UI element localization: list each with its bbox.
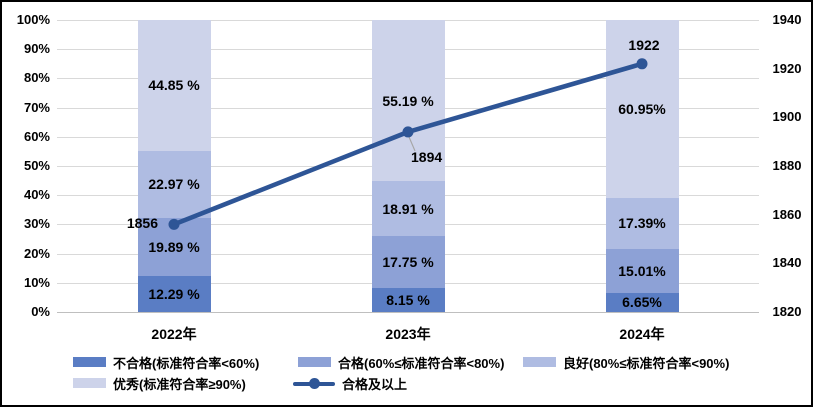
bar-segment: 18.91 % bbox=[371, 181, 445, 237]
right-axis-tick: 1860 bbox=[772, 206, 802, 222]
left-axis-tick: 10% bbox=[23, 274, 50, 290]
line-data-label: 1894 bbox=[411, 148, 443, 165]
bar-segment-label: 60.95% bbox=[618, 100, 666, 117]
right-axis-tick: 1940 bbox=[772, 12, 802, 27]
bar-segment-label: 44.85 % bbox=[148, 77, 200, 94]
bar-segment-label: 12.29 % bbox=[148, 286, 200, 303]
trend-line bbox=[171, 61, 645, 227]
legend-item: 优秀(标准符合率≥90%) bbox=[73, 375, 246, 392]
left-axis-tick: 60% bbox=[23, 128, 50, 144]
legend-item: 合格及以上 bbox=[293, 375, 408, 392]
bar-segment: 22.97 % bbox=[137, 150, 211, 219]
legend-color-swatch bbox=[73, 378, 106, 388]
left-axis-tick: 70% bbox=[23, 99, 50, 115]
bar-segment: 17.75 % bbox=[371, 236, 445, 289]
bar-segment-label: 6.65% bbox=[622, 294, 662, 311]
bar-segment-label: 8.15 % bbox=[386, 292, 430, 309]
bar-segment: 15.01% bbox=[605, 248, 679, 293]
bar-segment: 12.29 % bbox=[137, 276, 211, 312]
bar-segment: 17.39% bbox=[605, 197, 679, 249]
bar-segment-label: 17.75 % bbox=[382, 254, 434, 271]
legend-item: 合格(60%≤标准符合率<80%) bbox=[298, 354, 505, 371]
line-data-label: 1856 bbox=[126, 215, 158, 232]
legend-label: 合格及以上 bbox=[342, 376, 408, 392]
legend-marker-dot bbox=[309, 377, 320, 389]
bar-segment-label: 22.97 % bbox=[148, 176, 200, 193]
legend-item: 良好(80%≤标准符合率<90%) bbox=[523, 354, 730, 371]
bar-segment: 60.95% bbox=[605, 20, 679, 198]
bar-segment-label: 15.01% bbox=[618, 262, 666, 279]
left-axis-tick: 20% bbox=[23, 245, 50, 261]
x-axis-line bbox=[57, 312, 759, 313]
left-axis-tick: 0% bbox=[31, 304, 50, 319]
legend-label: 良好(80%≤标准符合率<90%) bbox=[563, 355, 730, 371]
category-label: 2022年 bbox=[151, 326, 197, 342]
line-marker bbox=[168, 218, 180, 230]
bar-segment-label: 17.39% bbox=[618, 215, 666, 232]
category-label: 2023年 bbox=[385, 326, 431, 342]
category-label: 2024年 bbox=[619, 326, 665, 342]
legend-label: 合格(60%≤标准符合率<80%) bbox=[338, 355, 505, 371]
data-label-leader-line bbox=[408, 136, 416, 152]
legend-color-swatch bbox=[73, 357, 106, 367]
right-axis-tick: 1880 bbox=[772, 158, 802, 173]
left-axis-tick: 100% bbox=[16, 12, 50, 27]
bar-segment: 44.85 % bbox=[137, 20, 211, 151]
right-axis-tick: 1820 bbox=[772, 304, 802, 319]
legend-label: 优秀(标准符合率≥90%) bbox=[113, 376, 246, 392]
left-axis-tick: 90% bbox=[23, 41, 50, 57]
legend-label: 不合格(标准符合率<60%) bbox=[113, 355, 260, 371]
line-data-label: 1922 bbox=[628, 36, 660, 53]
bar-segment-label: 18.91 % bbox=[382, 200, 434, 217]
bar-segment-label: 55.19 % bbox=[382, 92, 434, 109]
left-axis-tick: 40% bbox=[23, 187, 50, 203]
legend-color-swatch bbox=[298, 357, 331, 367]
bar-segment-label: 19.89 % bbox=[148, 239, 200, 256]
trend-line-svg bbox=[168, 58, 648, 230]
legend-line-swatch bbox=[293, 377, 335, 389]
bar-segment: 55.19 % bbox=[371, 20, 445, 182]
legend-item: 不合格(标准符合率<60%) bbox=[73, 354, 260, 371]
right-axis-tick: 1840 bbox=[772, 255, 802, 271]
right-axis-tick: 1900 bbox=[772, 109, 802, 125]
left-axis-tick: 80% bbox=[23, 70, 50, 86]
line-marker bbox=[402, 126, 414, 138]
left-axis-tick: 30% bbox=[23, 216, 50, 232]
bar-segment: 6.65% bbox=[605, 292, 679, 312]
right-axis-tick: 1920 bbox=[772, 60, 802, 76]
left-axis-tick: 50% bbox=[23, 158, 50, 173]
line-marker bbox=[636, 58, 648, 70]
bar-segment: 8.15 % bbox=[371, 288, 445, 312]
legend-color-swatch bbox=[523, 357, 556, 367]
